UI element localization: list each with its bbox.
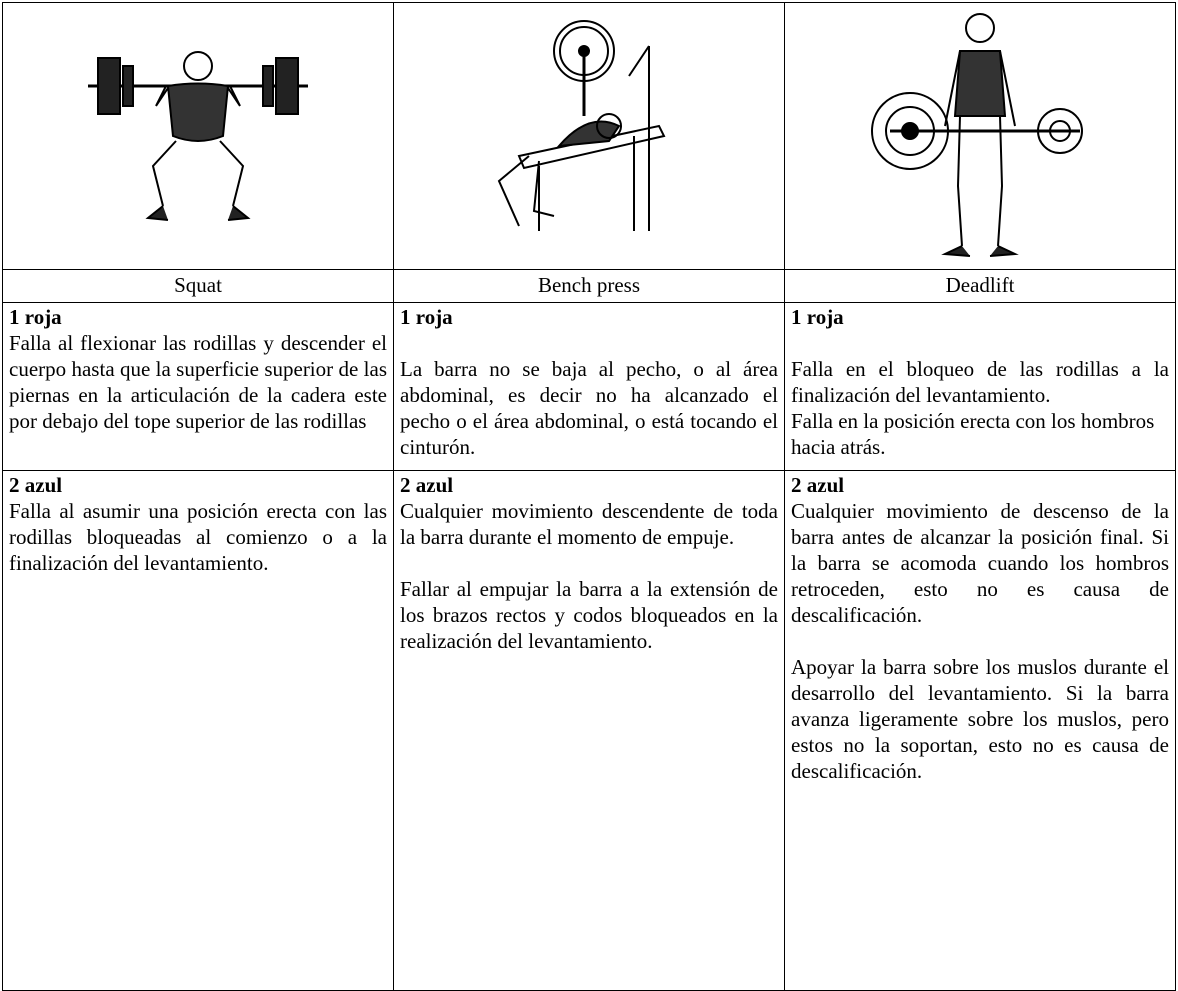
squat-illustration [88,51,308,221]
rule-row: 2 azul Falla al asumir una posición erec… [2,470,1176,991]
cell-text: Falla al flexionar las rodillas y descen… [9,331,387,433]
image-cell [393,2,785,270]
image-cell [2,2,394,270]
cell-text: Falla en el bloqueo de las rodillas a la… [791,357,1169,407]
cell-text: Falla en la posición erecta con los homb… [791,409,1155,459]
cell-title: 1 roja [791,305,844,329]
bench-illustration [497,20,666,231]
cell-text: Cualquier movimiento de descenso de la b… [791,499,1169,627]
cell-text: La barra no se baja al pecho, o al área … [400,357,778,459]
cell-title: 2 azul [9,473,63,497]
cell-title: 1 roja [9,305,62,329]
rule-cell: 2 azul Cualquier movimiento de descenso … [784,470,1176,991]
rule-cell: 1 roja Falla en el bloqueo de las rodill… [784,302,1176,471]
deadlift-illustration [871,13,1083,257]
cell-title: 2 azul [791,473,845,497]
rule-row: 1 roja Falla al flexionar las rodillas y… [2,302,1176,471]
rule-cell: 2 azul Falla al asumir una posición erec… [2,470,394,991]
header-row: Squat Bench press Deadlift [2,269,1176,303]
header-cell: Deadlift [784,269,1176,303]
image-cell [784,2,1176,270]
cell-title: 2 azul [400,473,454,497]
cell-text: Apoyar la barra sobre los muslos durante… [791,655,1169,783]
cell-text: Cualquier movimiento descendente de toda… [400,499,778,549]
cell-text: Fallar al empujar la barra a la extensió… [400,577,778,653]
cell-title: 1 roja [400,305,453,329]
rule-cell: 1 roja Falla al flexionar las rodillas y… [2,302,394,471]
rule-cell: 1 roja La barra no se baja al pecho, o a… [393,302,785,471]
cell-text: Falla al asumir una posición erecta con … [9,499,387,575]
header-cell: Bench press [393,269,785,303]
rule-cell: 2 azul Cualquier movimiento descendente … [393,470,785,991]
header-cell: Squat [2,269,394,303]
image-row [2,2,1176,270]
